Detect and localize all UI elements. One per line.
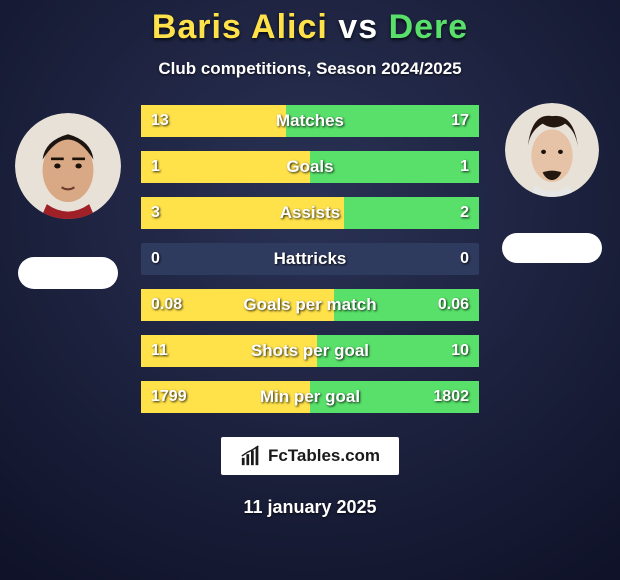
date-label: 11 january 2025 <box>243 497 376 518</box>
fctables-icon <box>240 445 262 467</box>
stat-bar-right <box>310 381 479 413</box>
stat-bar-right <box>334 289 479 321</box>
player2-jersey-pill <box>502 233 602 263</box>
stat-bar-left <box>141 335 317 367</box>
stat-value-right: 0 <box>460 250 469 268</box>
stat-bar-right <box>286 105 479 137</box>
stat-row: 0.080.06Goals per match <box>141 289 479 321</box>
stat-bar-left <box>141 151 310 183</box>
stat-bar-right <box>310 151 479 183</box>
player1-column <box>13 103 123 289</box>
subtitle: Club competitions, Season 2024/2025 <box>158 59 461 79</box>
stat-row: 11Goals <box>141 151 479 183</box>
stat-value-left: 0 <box>151 250 160 268</box>
stat-bar-left <box>141 197 344 229</box>
source-logo-text: FcTables.com <box>268 446 380 466</box>
comparison-card: Baris Alici vs Dere Club competitions, S… <box>0 0 620 580</box>
player2-column <box>497 103 607 263</box>
stat-label: Hattricks <box>141 249 479 269</box>
title-vs: vs <box>328 8 389 46</box>
stat-row: 32Assists <box>141 197 479 229</box>
stat-row: 1317Matches <box>141 105 479 137</box>
stat-bar-left <box>141 105 286 137</box>
stat-row: 0 0Hattricks <box>141 243 479 275</box>
stat-bar-left <box>141 381 310 413</box>
comparison-body: 1317Matches 11Goals 32Assists 0 0Hattricks 0.… <box>0 103 620 413</box>
title-player2: Dere <box>389 8 469 46</box>
player2-avatar <box>505 103 599 197</box>
stat-row: 17991802Min per goal <box>141 381 479 413</box>
player1-jersey-pill <box>18 257 118 289</box>
title-player1: Baris Alici <box>152 8 328 46</box>
stat-bar-right <box>344 197 479 229</box>
stat-bar-left <box>141 289 334 321</box>
player1-avatar <box>15 113 121 219</box>
stat-bar-right <box>317 335 479 367</box>
page-title: Baris Alici vs Dere <box>152 8 468 47</box>
stats-list: 1317Matches 11Goals 32Assists 0 0Hattricks 0.… <box>141 105 479 413</box>
stat-row: 1110Shots per goal <box>141 335 479 367</box>
source-logo[interactable]: FcTables.com <box>221 437 399 475</box>
